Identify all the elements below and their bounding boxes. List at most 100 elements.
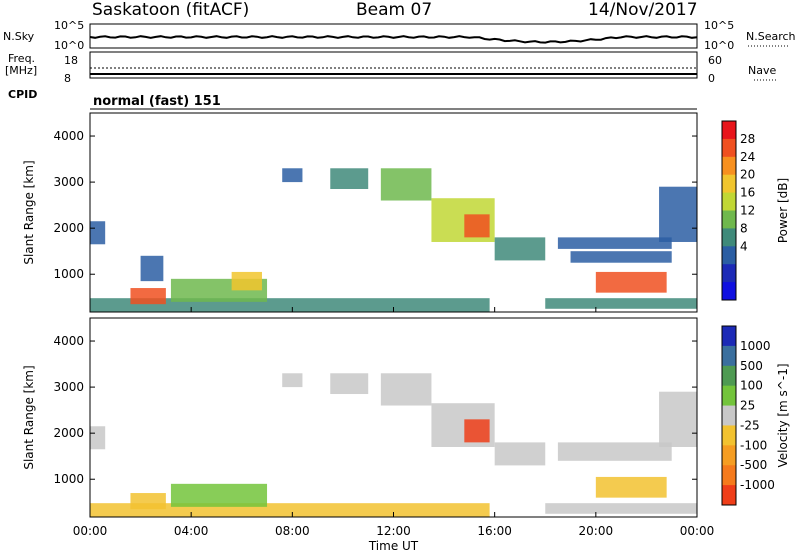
colorbar-tick-label: 8 xyxy=(740,221,748,235)
velocity-echo-region xyxy=(330,373,369,395)
y-axis-label: Slant Range [km] xyxy=(22,365,36,469)
power-colorbar-swatch xyxy=(722,246,736,265)
cpid-value: normal (fast) 151 xyxy=(93,94,221,109)
beam-label: Beam 07 xyxy=(356,0,433,20)
y-tick-label: 4000 xyxy=(53,129,84,143)
y-tick-label: 2000 xyxy=(53,221,84,235)
noise-right-tick: 10^0 xyxy=(704,39,734,52)
power-echo-region xyxy=(282,168,303,183)
x-axis-label: Time UT xyxy=(368,539,419,553)
station-title: Saskatoon (fitACF) xyxy=(92,0,250,20)
y-tick-label: 2000 xyxy=(53,426,84,440)
colorbar-tick-label: 25 xyxy=(740,399,755,413)
velocity-colorbar-swatch xyxy=(722,465,736,486)
x-tick-label: 04:00 xyxy=(174,524,209,538)
colorbar-tick-label: -500 xyxy=(740,458,767,472)
power-colorbar-swatch xyxy=(722,282,736,301)
power-echo-region xyxy=(570,251,672,263)
colorbar-tick-label: -25 xyxy=(740,418,760,432)
y-tick-label: 4000 xyxy=(53,334,84,348)
power-colorbar-swatch xyxy=(722,138,736,158)
date-label: 14/Nov/2017 xyxy=(588,0,698,20)
velocity-heatmap xyxy=(90,373,697,517)
power-colorbar-swatch xyxy=(722,121,736,140)
nave-tick: 60 xyxy=(708,54,722,67)
power-echo-region xyxy=(380,168,432,201)
power-colorbar-swatch xyxy=(722,228,736,247)
noise-sky-trace xyxy=(89,35,698,44)
velocity-echo-region xyxy=(282,373,303,388)
noise-right-label: N.Search xyxy=(746,30,796,43)
colorbar-tick-label: -100 xyxy=(740,438,767,452)
power-echo-region xyxy=(557,237,672,249)
power-colorbar-swatch xyxy=(722,192,736,211)
nave-label: Nave xyxy=(748,64,777,77)
colorbar-tick-label: -1000 xyxy=(740,478,775,492)
noise-left-tick: 10^0 xyxy=(54,39,84,52)
colorbar-tick-label: 28 xyxy=(740,132,755,146)
velocity-colorbar-frame xyxy=(721,325,737,506)
power-colorbar-frame xyxy=(721,120,737,301)
velocity-echo-region xyxy=(380,373,432,406)
colorbar-tick-label: 500 xyxy=(740,359,763,373)
velocity-colorbar-swatch xyxy=(722,326,736,347)
freq-unit-label: [MHz] xyxy=(5,64,38,77)
power-echo-region xyxy=(90,221,106,245)
power-echo-region xyxy=(231,271,262,291)
power-echo-region xyxy=(545,298,697,309)
x-tick-label: 08:00 xyxy=(275,524,310,538)
velocity-echo-region xyxy=(595,476,667,498)
colorbar-tick-label: 4 xyxy=(740,239,748,253)
freq-panel-frame xyxy=(89,51,698,79)
velocity-echo-region xyxy=(545,503,697,514)
velocity-colorbar-swatch xyxy=(722,445,736,466)
velocity-echo-region xyxy=(464,419,490,443)
x-tick-label: 16:00 xyxy=(477,524,512,538)
velocity-echo-region xyxy=(659,391,697,447)
noise-left-tick: 10^5 xyxy=(54,19,84,32)
velocity-colorbar-swatch xyxy=(722,485,736,506)
velocity-colorbar-label: Velocity [m s^-1] xyxy=(776,363,790,467)
power-colorbar-label: Power [dB] xyxy=(776,178,790,243)
power-colorbar-swatch xyxy=(722,210,736,229)
power-echo-region xyxy=(494,237,546,261)
power-echo-region xyxy=(130,288,166,305)
y-tick-label: 3000 xyxy=(53,175,84,189)
colorbar-tick-label: 16 xyxy=(740,186,755,200)
noise-right-tick: 10^5 xyxy=(704,19,734,32)
y-axis-label: Slant Range [km] xyxy=(22,160,36,264)
power-colorbar-swatch xyxy=(722,264,736,283)
freq-left-tick: 8 xyxy=(64,72,71,85)
colorbar-tick-label: 24 xyxy=(740,150,755,164)
noise-panel-frame xyxy=(89,23,698,49)
power-echo-region xyxy=(140,255,164,282)
y-tick-label: 1000 xyxy=(53,267,84,281)
colorbar-tick-label: 1000 xyxy=(740,339,771,353)
colorbar-tick-label: 20 xyxy=(740,168,755,182)
power-heatmap xyxy=(90,168,697,312)
noise-left-label: N.Sky xyxy=(3,30,35,43)
velocity-echo-region xyxy=(170,483,268,507)
velocity-colorbar-swatch xyxy=(722,425,736,446)
colorbar-tick-label: 12 xyxy=(740,204,755,218)
x-tick-label: 20:00 xyxy=(579,524,614,538)
power-echo-region xyxy=(464,214,490,238)
x-tick-label: 00:00 xyxy=(680,524,715,538)
power-echo-region xyxy=(330,168,369,190)
velocity-echo-region xyxy=(90,426,106,450)
nave-tick: 0 xyxy=(708,72,715,85)
power-echo-region xyxy=(659,186,697,242)
velocity-echo-region xyxy=(130,493,166,510)
cpid-label: CPID xyxy=(8,88,38,101)
velocity-colorbar-swatch xyxy=(722,365,736,387)
velocity-echo-region xyxy=(494,442,546,466)
power-echo-region xyxy=(595,271,667,293)
y-tick-label: 1000 xyxy=(53,472,84,486)
x-tick-label: 12:00 xyxy=(376,524,411,538)
y-tick-label: 3000 xyxy=(53,380,84,394)
power-colorbar-swatch xyxy=(722,174,736,194)
velocity-echo-region xyxy=(557,442,672,461)
freq-left-tick: 18 xyxy=(64,54,78,67)
freq-left-label: Freq. xyxy=(8,52,36,65)
